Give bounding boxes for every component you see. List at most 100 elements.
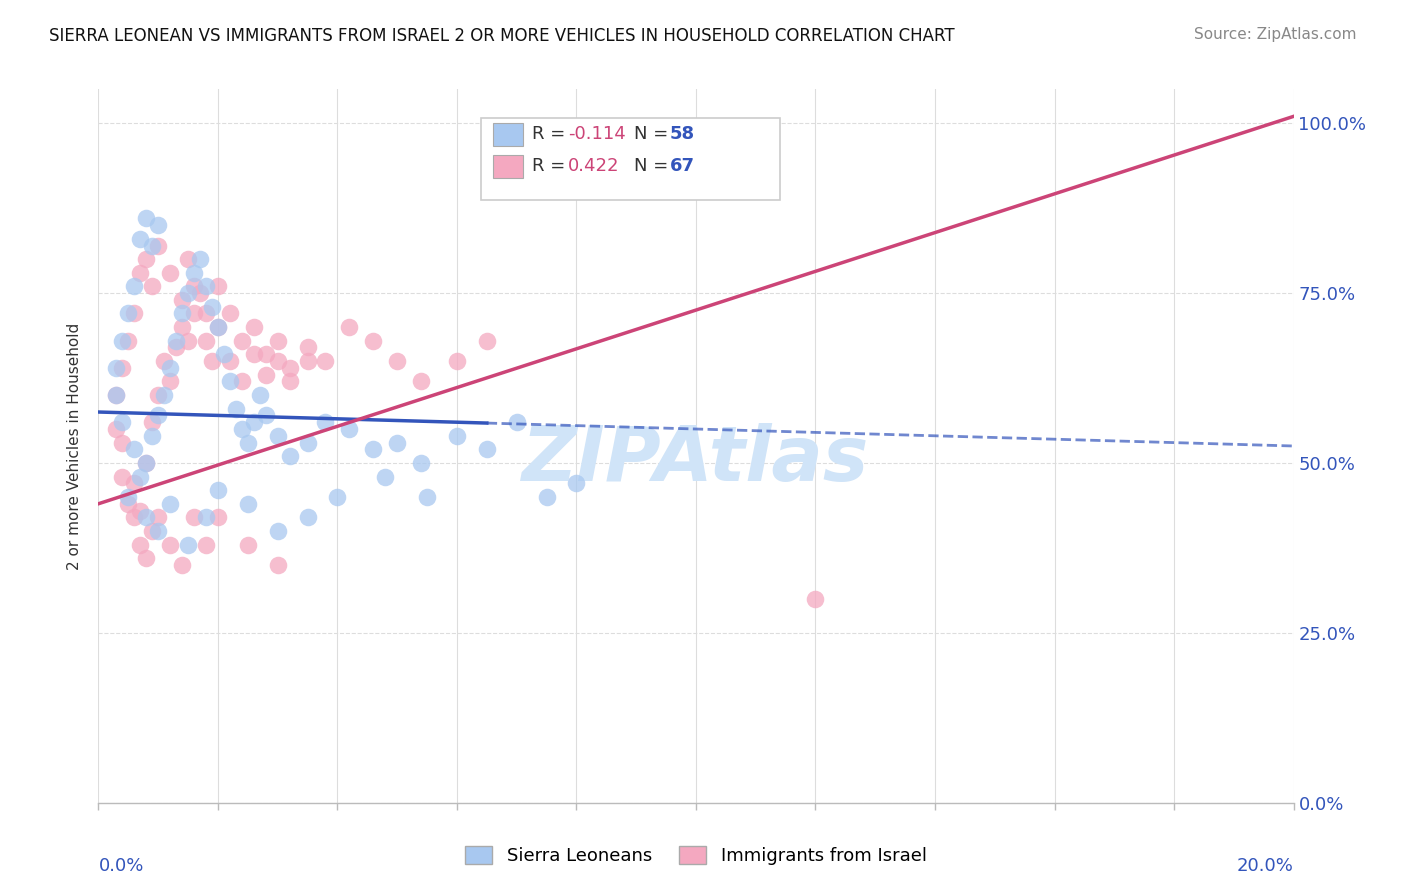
- Point: [159, 537, 181, 551]
- Point: [129, 503, 152, 517]
- Point: [236, 537, 259, 551]
- Text: R =: R =: [533, 157, 571, 175]
- Point: [267, 354, 290, 368]
- Point: [172, 320, 194, 334]
- Text: R =: R =: [533, 125, 571, 143]
- Point: [129, 232, 152, 246]
- Point: [172, 293, 194, 307]
- Point: [385, 435, 409, 450]
- Point: [117, 497, 139, 511]
- Point: [148, 388, 170, 402]
- Point: [159, 497, 181, 511]
- Point: [105, 388, 128, 402]
- Point: [165, 341, 187, 355]
- Point: [111, 415, 134, 429]
- Point: [159, 360, 181, 375]
- Text: 0.0%: 0.0%: [98, 857, 143, 875]
- Point: [148, 524, 170, 538]
- Point: [243, 320, 266, 334]
- Point: [135, 551, 157, 566]
- Point: [117, 334, 139, 348]
- Point: [183, 266, 205, 280]
- Point: [141, 279, 163, 293]
- Point: [148, 238, 170, 252]
- Point: [475, 334, 498, 348]
- Point: [254, 347, 277, 361]
- Point: [506, 415, 529, 429]
- Point: [148, 218, 170, 232]
- Text: N =: N =: [634, 125, 673, 143]
- Point: [129, 469, 152, 483]
- Point: [141, 238, 163, 252]
- Point: [105, 388, 128, 402]
- Point: [135, 510, 157, 524]
- Point: [141, 524, 163, 538]
- Point: [135, 252, 157, 266]
- Point: [475, 442, 498, 457]
- Point: [339, 422, 360, 436]
- Point: [267, 334, 290, 348]
- Point: [105, 360, 128, 375]
- Point: [254, 409, 277, 423]
- Point: [254, 368, 277, 382]
- Point: [243, 415, 266, 429]
- Point: [195, 279, 218, 293]
- Point: [236, 497, 259, 511]
- Point: [416, 490, 439, 504]
- Point: [212, 347, 235, 361]
- Point: [411, 375, 433, 389]
- Point: [225, 401, 247, 416]
- Point: [111, 469, 134, 483]
- Point: [129, 537, 152, 551]
- Point: [267, 558, 290, 572]
- Text: ZIPAtlas: ZIPAtlas: [522, 424, 870, 497]
- Point: [804, 591, 827, 606]
- Point: [195, 510, 218, 524]
- Point: [243, 347, 266, 361]
- Point: [124, 476, 146, 491]
- Point: [159, 266, 181, 280]
- Text: 58: 58: [669, 125, 695, 143]
- Text: 0.422: 0.422: [568, 157, 620, 175]
- Point: [297, 510, 319, 524]
- Point: [297, 341, 319, 355]
- Point: [315, 415, 337, 429]
- Point: [124, 306, 146, 320]
- Point: [207, 279, 229, 293]
- Point: [124, 279, 146, 293]
- Point: [565, 476, 588, 491]
- Point: [207, 510, 229, 524]
- Point: [231, 375, 253, 389]
- Point: [207, 320, 229, 334]
- Point: [153, 388, 176, 402]
- Point: [124, 442, 146, 457]
- Point: [446, 429, 468, 443]
- Point: [188, 286, 211, 301]
- Text: 67: 67: [669, 157, 695, 175]
- Point: [236, 435, 259, 450]
- Point: [105, 422, 128, 436]
- FancyBboxPatch shape: [481, 118, 780, 200]
- Point: [117, 490, 139, 504]
- Point: [219, 306, 242, 320]
- Point: [207, 483, 229, 498]
- Point: [165, 334, 187, 348]
- Point: [135, 456, 157, 470]
- Point: [172, 306, 194, 320]
- Point: [153, 354, 176, 368]
- Point: [231, 334, 253, 348]
- Point: [135, 456, 157, 470]
- Point: [411, 456, 433, 470]
- Point: [195, 537, 218, 551]
- Point: [315, 354, 337, 368]
- Point: [278, 449, 301, 463]
- Text: -0.114: -0.114: [568, 125, 626, 143]
- Point: [111, 360, 134, 375]
- Point: [148, 510, 170, 524]
- Point: [267, 524, 290, 538]
- Point: [129, 266, 152, 280]
- Point: [141, 429, 163, 443]
- Point: [111, 334, 134, 348]
- Point: [183, 306, 205, 320]
- Point: [374, 469, 396, 483]
